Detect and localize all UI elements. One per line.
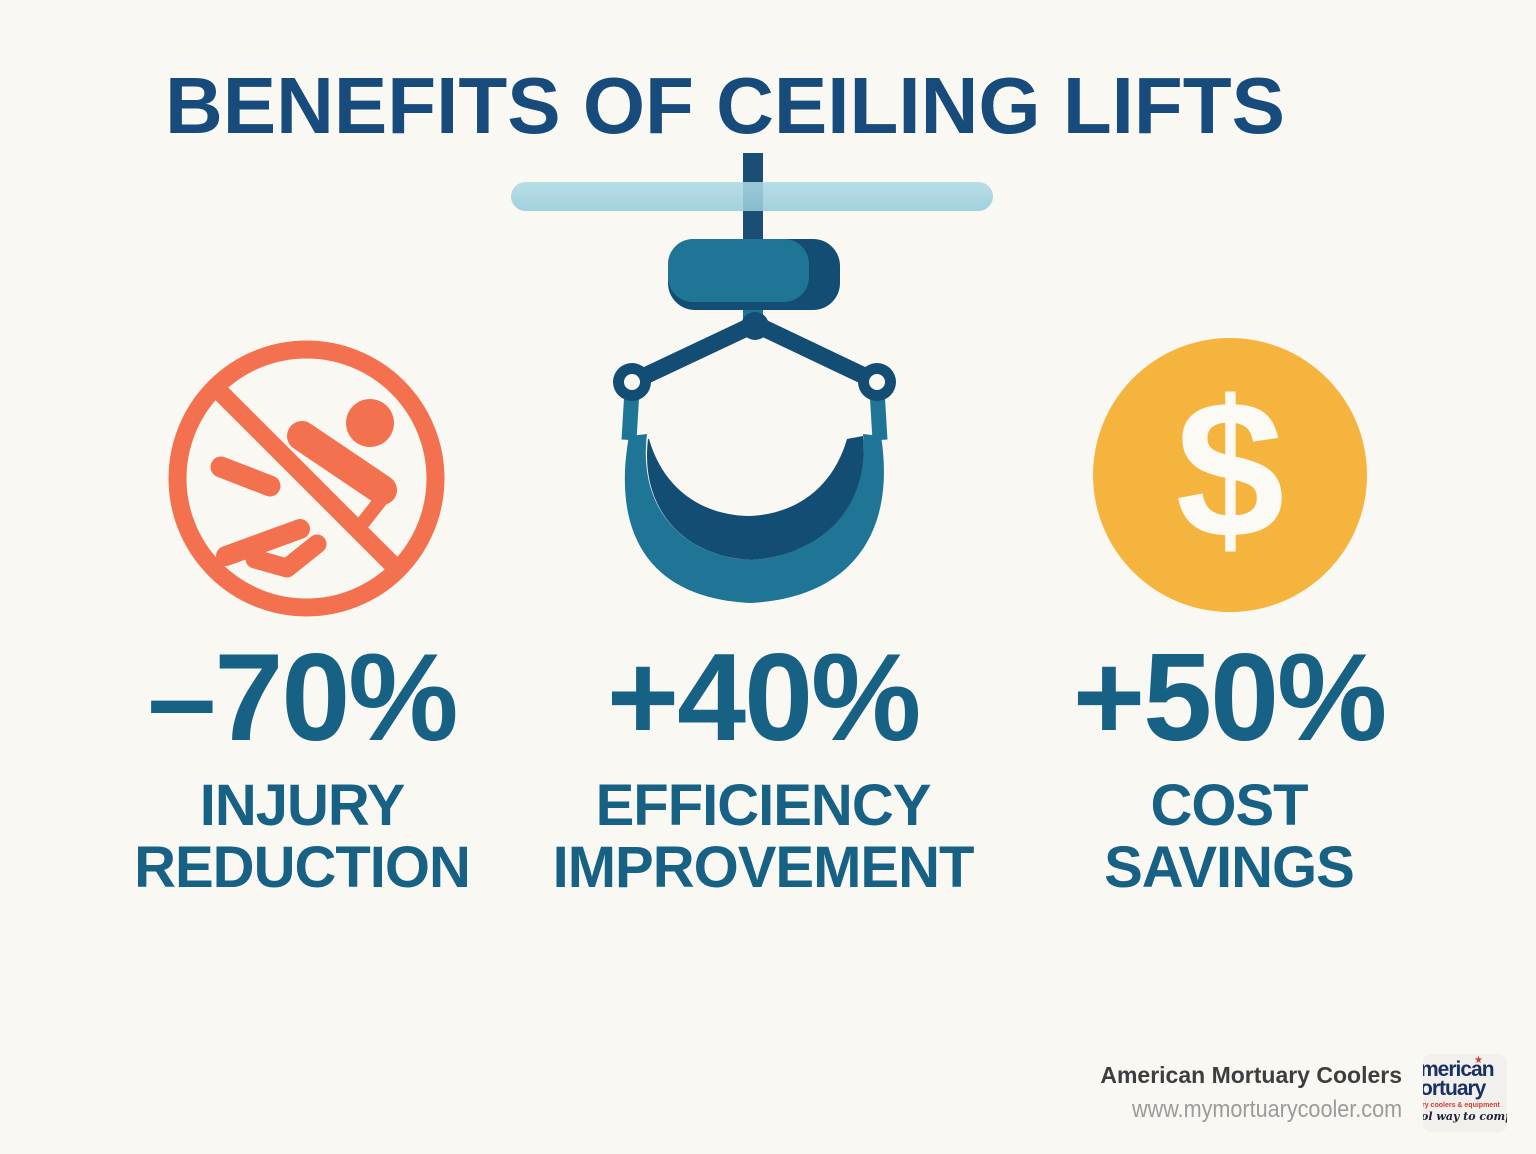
footer-company-name: American Mortuary Coolers xyxy=(1100,1062,1402,1088)
lift-ceiling-rail xyxy=(511,182,993,211)
stat-cost-savings: +50% COST SAVINGS xyxy=(999,633,1459,899)
stat-label-line2: SAVINGS xyxy=(1104,835,1355,900)
dollar-sign: $ xyxy=(1175,360,1285,579)
person-arm xyxy=(210,456,281,497)
prohibition-ring xyxy=(168,340,445,617)
person-leg xyxy=(216,519,310,566)
stat-label-line2: IMPROVEMENT xyxy=(552,835,975,900)
stat-value: +50% xyxy=(1072,629,1388,767)
lift-pivot-right-hole xyxy=(869,374,885,390)
person-head xyxy=(346,399,394,447)
lift-sling xyxy=(624,434,884,603)
stat-efficiency-improvement: +40% EFFICIENCY IMPROVEMENT xyxy=(533,633,993,899)
person-bent-leg xyxy=(245,534,327,578)
logo-text-line2: ortuary xyxy=(1423,1077,1486,1100)
stat-value: –70% xyxy=(147,629,458,767)
stat-label: INJURY REDUCTION xyxy=(72,775,532,899)
person-torso xyxy=(287,421,397,505)
dollar-coin-icon: $ xyxy=(1093,338,1367,612)
logo-script-tagline: ol way to comply xyxy=(1423,1110,1507,1123)
lift-pivot-left-hole xyxy=(624,374,640,390)
logo-text-line1: merican xyxy=(1423,1058,1495,1081)
amc-logo: ★ merican ortuary ry coolers & equipment… xyxy=(1423,1054,1507,1132)
lift-straps xyxy=(621,389,888,441)
person-forearm xyxy=(355,489,391,531)
lift-hub xyxy=(741,312,769,340)
lift-spreader-arms xyxy=(623,315,886,391)
no-fall-icon xyxy=(168,340,445,617)
ceiling-lift-illustration xyxy=(511,153,993,603)
stat-label-line1: INJURY xyxy=(199,773,406,838)
footer-website-url: www.mymortuarycooler.com xyxy=(1131,1096,1402,1123)
stat-label-line1: EFFICIENCY xyxy=(595,773,932,838)
logo-tagline-red: ry coolers & equipment xyxy=(1423,1102,1500,1109)
prohibition-slash xyxy=(207,379,406,578)
page-title: BENEFITS OF CEILING LIFTS xyxy=(165,61,1285,150)
stat-label-line1: COST xyxy=(1150,773,1308,838)
stat-label: EFFICIENCY IMPROVEMENT xyxy=(533,775,993,899)
stat-value: +40% xyxy=(606,629,922,767)
star-icon: ★ xyxy=(1474,1055,1483,1066)
stat-label: COST SAVINGS xyxy=(999,775,1459,899)
stat-injury-reduction: –70% INJURY REDUCTION xyxy=(72,633,532,899)
lift-motor-body xyxy=(668,239,809,302)
lift-sling-shadow xyxy=(646,436,864,560)
stat-label-line2: REDUCTION xyxy=(134,835,471,900)
